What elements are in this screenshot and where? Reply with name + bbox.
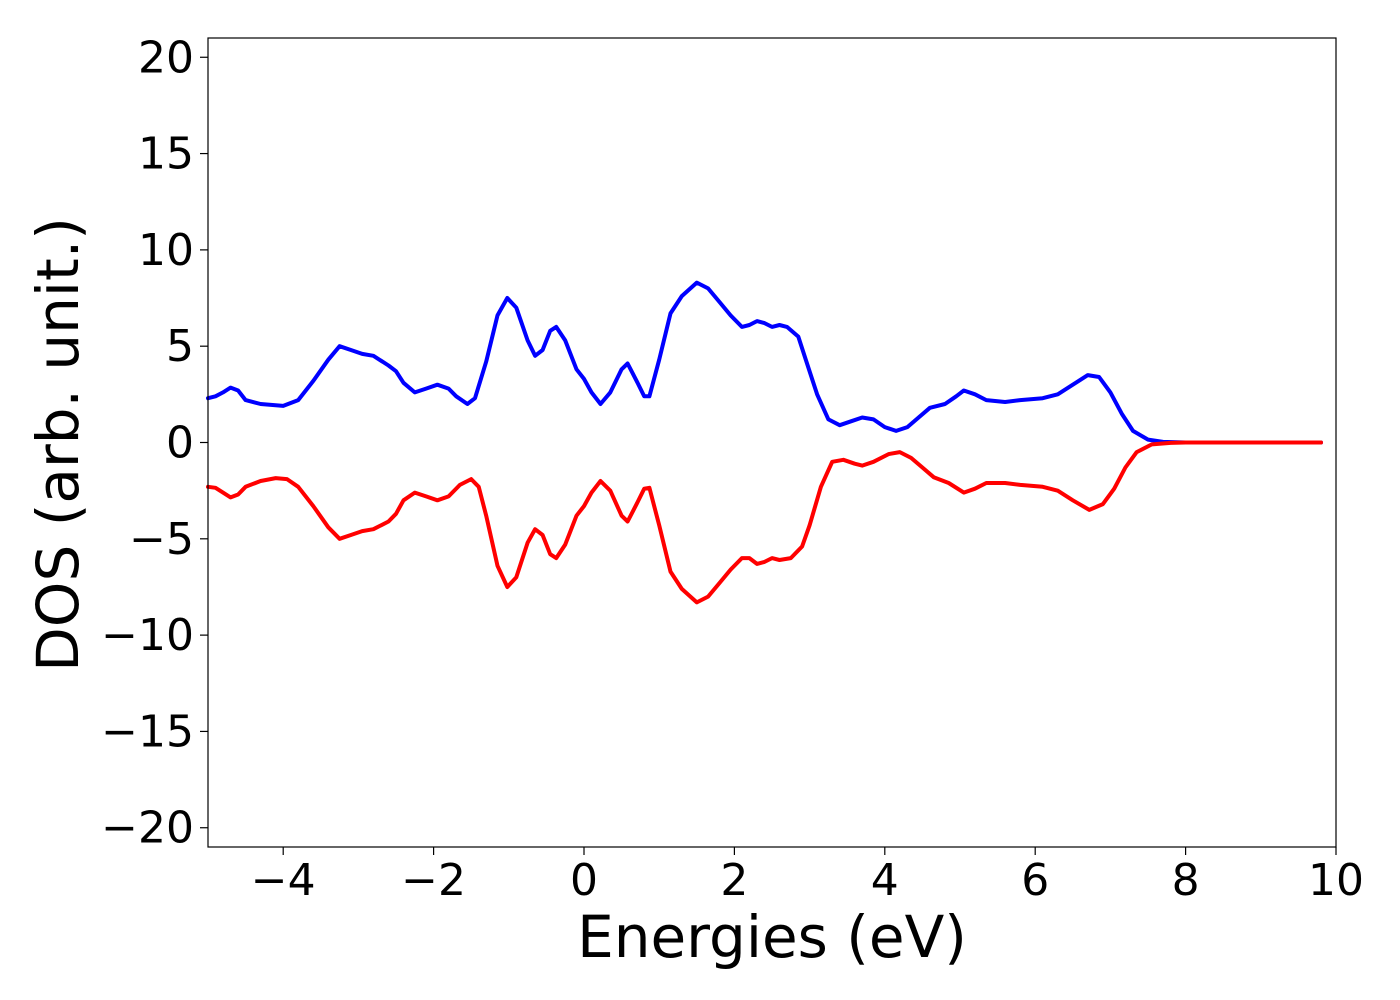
x-tick-label: 2	[720, 855, 748, 906]
x-tick-label: 4	[871, 855, 899, 906]
x-tick-label: 8	[1172, 855, 1200, 906]
y-tick-label: 10	[138, 225, 194, 276]
y-tick-label: 0	[166, 418, 194, 469]
x-tick-label: −2	[401, 855, 466, 906]
series-layer	[206, 280, 1323, 605]
x-tick-label: 10	[1308, 855, 1364, 906]
series-line-2	[206, 440, 1323, 605]
y-tick-label: −10	[101, 610, 194, 661]
series-line-1	[206, 280, 1323, 445]
y-axis-ticks: −20 −15 −10 −5 0 5 10 15 20	[101, 32, 208, 854]
x-axis-ticks: −4 −2 0 2 4 6 8 10	[251, 847, 1364, 906]
y-tick-label: 5	[166, 321, 194, 372]
y-tick-label: 15	[138, 129, 194, 180]
y-tick-label: −15	[101, 706, 194, 757]
y-tick-label: −20	[101, 803, 194, 854]
plot-area	[206, 37, 1337, 848]
x-tick-label: 0	[570, 855, 598, 906]
y-axis-title: DOS (arb. unit.)	[24, 217, 92, 672]
y-tick-label: 20	[138, 32, 194, 83]
x-tick-label: −4	[251, 855, 316, 906]
x-axis-title: Energies (eV)	[577, 903, 967, 971]
x-tick-label: 6	[1021, 855, 1049, 906]
y-tick-label: −5	[129, 514, 194, 565]
